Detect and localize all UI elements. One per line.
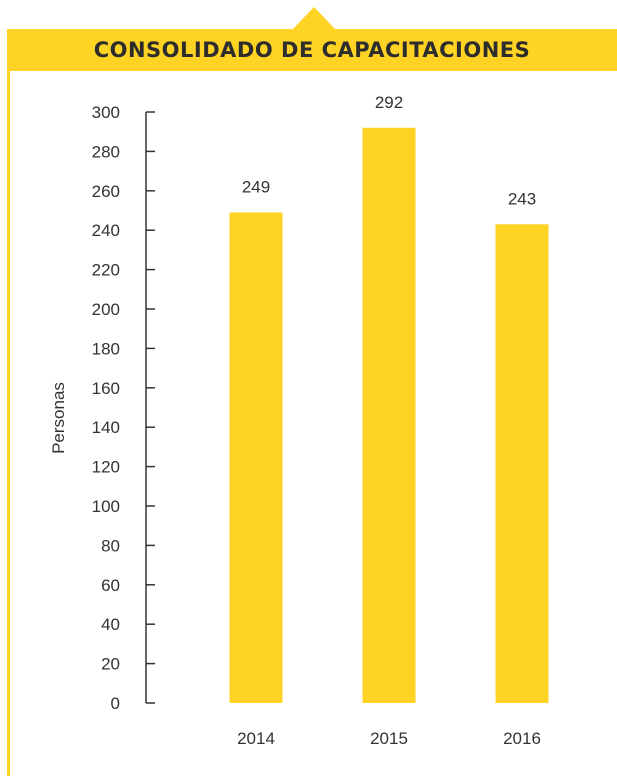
- y-tick-label: 140: [92, 418, 120, 437]
- bar-2015: [362, 127, 416, 703]
- y-tick-label: 20: [101, 655, 120, 674]
- bars: [229, 127, 549, 704]
- left-accent-rule: [7, 60, 10, 776]
- bar-2014: [229, 212, 283, 703]
- chart-title: CONSOLIDADO DE CAPACITACIONES: [93, 38, 531, 62]
- y-tick-label: 220: [92, 261, 120, 280]
- y-axis-title: Personas: [49, 382, 68, 454]
- data-label-2015: 292: [375, 93, 403, 112]
- x-tick-label-2016: 2016: [503, 729, 541, 748]
- y-tick-label: 280: [92, 142, 120, 161]
- y-tick-label: 0: [111, 694, 120, 713]
- y-tick-label: 160: [92, 379, 120, 398]
- x-tick-label-2015: 2015: [370, 729, 408, 748]
- x-tick-label-2014: 2014: [237, 729, 275, 748]
- y-tick-label: 120: [92, 458, 120, 477]
- data-label-2014: 249: [242, 177, 270, 196]
- labels: 249 2014 292 2015 243 2016: [237, 93, 541, 748]
- y-tick-label: 100: [92, 497, 120, 516]
- y-tick-label: 240: [92, 221, 120, 240]
- y-tick-label: 180: [92, 339, 120, 358]
- y-tick-label: 60: [101, 576, 120, 595]
- y-tick-label: 300: [92, 103, 120, 122]
- title-banner: CONSOLIDADO DE CAPACITACIONES: [7, 29, 617, 71]
- y-tick-label: 260: [92, 182, 120, 201]
- bar-2016: [495, 224, 549, 704]
- y-tick-label: 40: [101, 615, 120, 634]
- banner-pointer: [292, 7, 336, 30]
- data-label-2016: 243: [508, 189, 536, 208]
- y-tick-label: 80: [101, 536, 120, 555]
- y-tick-label: 200: [92, 300, 120, 319]
- y-axis: 0 20 40 60 80 100 120 140 160 180 200 220 240 260 280 3…: [92, 103, 155, 713]
